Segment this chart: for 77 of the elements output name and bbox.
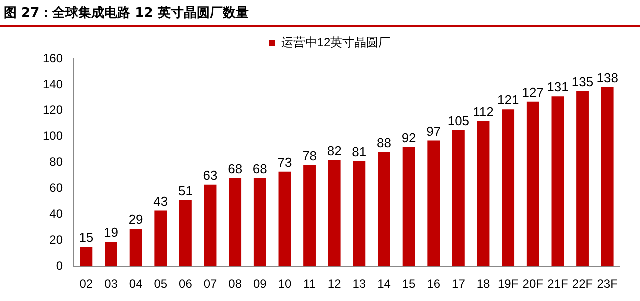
x-tick-label: 16 [427,277,441,292]
bar [80,247,93,267]
bar [601,88,614,267]
bar [502,110,515,267]
x-tick-label: 08 [228,277,242,292]
bar [428,140,440,267]
data-label: 121 [497,92,520,108]
bar [204,184,217,267]
x-tick-label: 20F [522,277,544,292]
y-tick-label: 0 [56,258,64,273]
data-label: 29 [128,212,144,228]
x-tick-label: 14 [378,277,392,292]
y-tick-label: 40 [50,207,64,222]
y-tick-label: 100 [42,129,64,144]
data-label: 15 [79,230,94,246]
x-tick-label: 12 [328,277,342,292]
data-label: 112 [473,104,494,120]
legend-label: 运营中12英寸晶圆厂 [281,35,391,50]
data-label: 88 [377,136,392,150]
bar [154,210,168,267]
data-label: 73 [278,154,292,170]
data-label: 63 [203,168,218,183]
bar [477,121,490,267]
bar [526,102,540,267]
y-tick-label: 140 [42,77,64,92]
x-tick-label: 13 [352,277,366,292]
x-tick-label: 15 [402,277,416,292]
data-label: 51 [178,184,193,199]
data-label: 105 [448,113,470,128]
data-label: 127 [522,84,544,100]
x-tick-label: 05 [154,277,168,292]
x-tick-label: 11 [304,277,316,292]
bar [130,228,142,267]
x-tick-label: 07 [204,277,218,292]
y-tick-label: 80 [50,155,64,170]
x-tick-label: 18 [476,277,490,292]
data-label: 68 [252,161,268,176]
x-tick-label: 09 [253,277,268,292]
data-label: 19 [104,225,118,240]
bar [576,91,589,267]
data-label: 138 [596,70,618,86]
bar [452,130,465,267]
x-tick-label: 23F [597,277,618,292]
x-tick-label: 22F [572,277,594,292]
bar [378,152,390,267]
data-label: 82 [327,143,342,158]
x-tick-label: 03 [104,277,118,292]
bar [229,178,242,267]
data-label: 131 [547,80,569,95]
bar [328,160,341,267]
x-tick-label: 10 [278,277,292,292]
data-label: 43 [154,194,168,209]
bar [402,147,416,267]
y-tick-label: 160 [42,51,64,66]
x-tick-label: 04 [129,277,144,292]
bar [179,200,192,267]
y-tick-label: 60 [50,181,64,196]
bar [304,165,316,267]
x-tick-label: 19F [498,277,519,292]
x-tick-label: 17 [452,277,466,292]
bar [254,178,266,267]
bar [353,162,366,267]
data-label: 68 [228,161,243,176]
x-tick-label: 21F [548,277,568,292]
data-label: 78 [302,148,318,164]
data-label: 97 [426,124,442,139]
y-tick-label: 120 [42,103,64,118]
bar [278,172,292,267]
y-tick-label: 20 [50,232,64,247]
bar [105,242,118,267]
data-label: 135 [572,74,594,90]
bar [552,96,564,267]
data-label: 92 [402,130,416,146]
x-tick-label: 06 [179,277,193,292]
data-label: 81 [352,144,367,160]
chart-title: 图 27：全球集成电路 12 英寸晶圆厂数量 [0,0,640,27]
x-tick-label: 02 [80,277,94,292]
